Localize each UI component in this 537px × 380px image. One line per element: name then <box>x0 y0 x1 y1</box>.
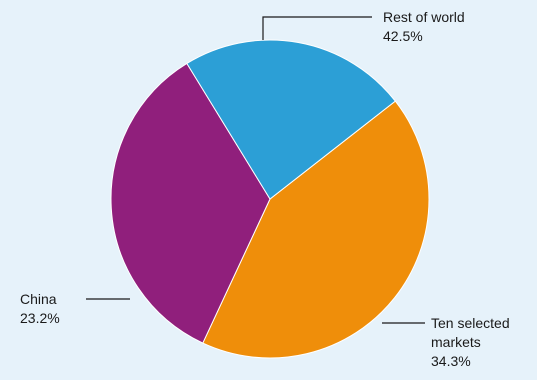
category-label-rest-of-world: Rest of world <box>383 9 465 25</box>
value-label-ten-selected-markets: 34.3% <box>431 353 471 369</box>
pie-slice-rest-of-world <box>202 100 430 359</box>
pie-slice-ten-selected-markets <box>110 62 271 344</box>
category-label-ten-selected-markets: Ten selected <box>431 315 510 331</box>
leader-line-rest-of-world <box>262 16 372 40</box>
category-label-ten-selected-markets: markets <box>431 334 481 350</box>
value-label-china: 23.2% <box>20 310 60 326</box>
pie-slice-china <box>186 39 396 200</box>
category-label-china: China <box>20 291 57 307</box>
value-label-rest-of-world: 42.5% <box>383 28 423 44</box>
